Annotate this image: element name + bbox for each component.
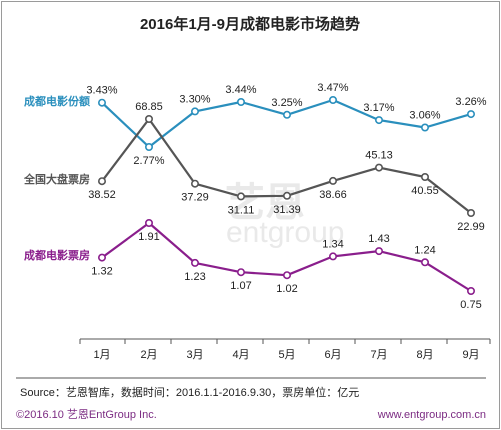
- data-label: 1.02: [276, 283, 297, 295]
- data-label: 31.11: [228, 204, 255, 216]
- data-label: 37.29: [181, 192, 209, 204]
- series-2: 全国大盘票房 38.52 68.85 37.29 31.11 31.39 38.66 45.1…: [23, 101, 485, 233]
- data-label: 3.06%: [409, 110, 440, 122]
- data-point: [328, 176, 337, 185]
- data-label: 3.25%: [271, 97, 302, 109]
- x-tick-label: 6月: [324, 349, 341, 361]
- data-label: 1.32: [91, 266, 112, 278]
- data-point: [328, 252, 337, 261]
- x-tick-label: 5月: [278, 349, 295, 361]
- data-point: [420, 123, 429, 132]
- data-label: 3.43%: [86, 85, 117, 97]
- data-point: [98, 98, 107, 107]
- x-tick-label: 1月: [93, 349, 110, 361]
- data-point: [191, 107, 200, 116]
- x-tick-label: 3月: [186, 349, 203, 361]
- data-point: [466, 286, 475, 295]
- watermark-logo-cn: 艺恩: [225, 181, 305, 225]
- x-tick-label: 4月: [232, 349, 249, 361]
- chart-title: 2016年1月-9月成都电影市场趋势: [140, 15, 360, 33]
- data-point: [466, 209, 475, 218]
- data-point: [328, 96, 337, 105]
- data-point: [98, 253, 107, 262]
- data-point: [237, 98, 246, 107]
- data-label: 3.44%: [225, 84, 256, 96]
- data-label: 2.77%: [133, 155, 164, 167]
- x-tick-label: 8月: [416, 349, 433, 361]
- data-label: 3.17%: [363, 102, 394, 114]
- x-tick-label: 9月: [462, 349, 479, 361]
- data-label: 3.26%: [455, 96, 486, 108]
- data-label: 3.47%: [317, 82, 348, 94]
- data-point: [145, 219, 154, 228]
- series-name-label: 成都电影票房: [24, 248, 90, 262]
- data-point: [420, 258, 429, 267]
- data-label: 1.91: [138, 231, 159, 243]
- data-label: 40.55: [411, 185, 439, 197]
- x-tick-label: 2月: [140, 349, 157, 361]
- data-label: 38.52: [88, 189, 116, 201]
- data-point: [282, 271, 291, 280]
- data-point: [191, 179, 200, 188]
- data-point: [466, 110, 475, 119]
- data-label: 45.13: [365, 150, 393, 162]
- data-point: [98, 177, 107, 186]
- data-point: [145, 143, 154, 152]
- data-label: 31.39: [273, 204, 301, 216]
- data-label: 1.34: [322, 238, 343, 250]
- copyright-text: ©2016.10 艺恩EntGroup Inc.: [16, 408, 157, 421]
- watermark: 艺恩 entgroup: [225, 181, 344, 249]
- data-point: [374, 247, 383, 256]
- data-point: [145, 115, 154, 124]
- series-name-label: 全国大盘票房: [23, 172, 90, 186]
- x-tick-label: 7月: [370, 349, 387, 361]
- data-label: 1.07: [230, 280, 251, 292]
- data-label: 1.23: [184, 271, 205, 283]
- source-note: Source：艺恩智库，数据时间：2016.1.1-2016.9.30，票房单位…: [20, 385, 359, 399]
- data-label: 1.24: [414, 244, 435, 256]
- data-label: 0.75: [460, 299, 481, 311]
- data-point: [237, 268, 246, 277]
- data-point: [374, 116, 383, 125]
- data-label: 68.85: [135, 101, 163, 113]
- data-point: [282, 191, 291, 200]
- data-point: [191, 258, 200, 267]
- data-label: 38.66: [319, 189, 347, 201]
- data-point: [374, 163, 383, 172]
- x-axis: 1月 2月 3月 4月 5月 6月 7月 8月 9月: [79, 339, 491, 361]
- data-point: [420, 173, 429, 182]
- data-point: [282, 110, 291, 119]
- watermark-logo-en: entgroup: [226, 216, 344, 249]
- data-label: 22.99: [457, 221, 485, 233]
- data-label: 3.30%: [179, 93, 210, 105]
- series-name-label: 成都电影份额: [24, 94, 90, 108]
- data-label: 1.43: [368, 233, 389, 245]
- website-text: www.entgroup.com.cn: [377, 409, 486, 421]
- data-point: [237, 192, 246, 201]
